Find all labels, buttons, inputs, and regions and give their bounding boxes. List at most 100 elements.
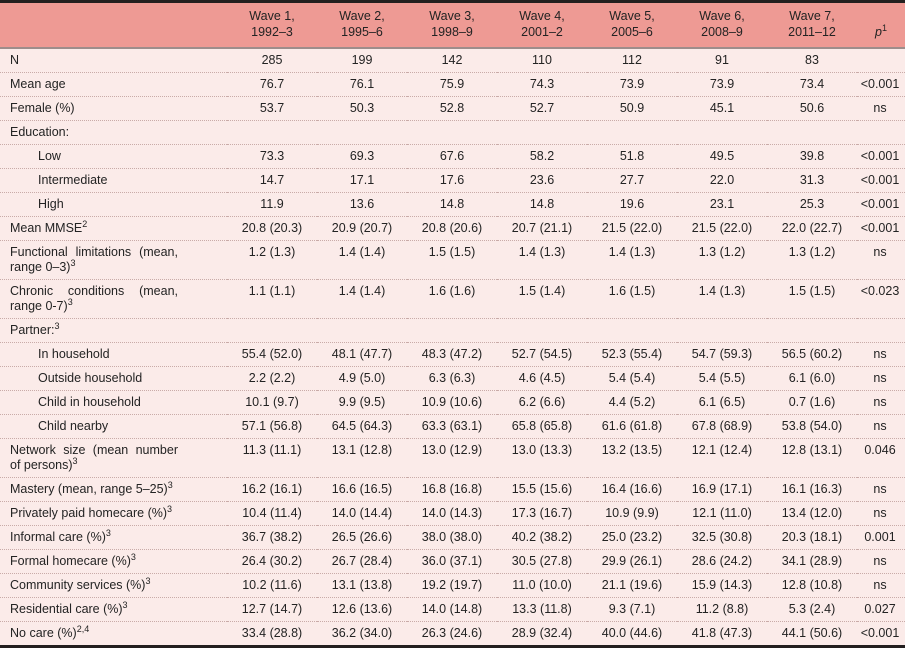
row-label: Mean age — [0, 72, 227, 97]
value-cell: 28.9 (32.4) — [497, 621, 587, 645]
p-value-cell — [857, 318, 905, 343]
value-cell — [767, 120, 857, 145]
table-row: Network size (mean number of persons)3 11… — [0, 438, 905, 478]
row-label: Network size (mean number of persons)3 — [0, 438, 227, 478]
table-row: Child in household 10.1 (9.7) 9.9 (9.5) 10.… — [0, 390, 905, 415]
value-cell: 38.0 (38.0) — [407, 525, 497, 550]
value-cell: 21.5 (22.0) — [677, 216, 767, 241]
value-cell: 63.3 (63.1) — [407, 414, 497, 439]
wave-6-column-header: Wave 6, 2008–9 — [677, 3, 767, 49]
value-cell: 13.6 — [317, 192, 407, 217]
value-cell: 20.9 (20.7) — [317, 216, 407, 241]
value-cell: 40.0 (44.6) — [587, 621, 677, 645]
value-cell: 10.4 (11.4) — [227, 501, 317, 526]
value-cell: 52.7 — [497, 96, 587, 121]
value-cell: 28.6 (24.2) — [677, 549, 767, 574]
value-cell: 6.3 (6.3) — [407, 366, 497, 391]
wave-label: Wave 4, — [519, 9, 565, 23]
value-cell: 50.3 — [317, 96, 407, 121]
value-cell: 15.5 (15.6) — [497, 477, 587, 502]
row-label: Child nearby — [0, 414, 227, 439]
value-cell: 74.3 — [497, 72, 587, 97]
row-label: Partner:3 — [0, 318, 227, 343]
value-cell: 10.1 (9.7) — [227, 390, 317, 415]
p-value-cell: <0.023 — [857, 279, 905, 319]
row-label: In household — [0, 342, 227, 367]
table-row: High 11.9 13.6 14.8 14.8 19.6 23.1 25.3 <0.001 — [0, 192, 905, 217]
row-label: Functional limitations (mean, range 0–3)… — [0, 240, 227, 280]
wave-years: 2001–2 — [521, 24, 563, 39]
section-row: Partner:3 — [0, 318, 905, 343]
value-cell: 40.2 (38.2) — [497, 525, 587, 550]
value-cell: 12.1 (12.4) — [677, 438, 767, 478]
table-row: Female (%) 53.7 50.3 52.8 52.7 50.9 45.1 50.6 ns — [0, 96, 905, 121]
value-cell: 9.9 (9.5) — [317, 390, 407, 415]
value-cell — [587, 318, 677, 343]
footnote-marker: 3 — [130, 551, 136, 562]
value-cell: 142 — [407, 48, 497, 73]
value-cell: 13.0 (12.9) — [407, 438, 497, 478]
value-cell: 1.6 (1.5) — [587, 279, 677, 319]
value-cell: 51.8 — [587, 144, 677, 169]
value-cell — [497, 120, 587, 145]
value-cell: 36.7 (38.2) — [227, 525, 317, 550]
wave-years: 1998–9 — [431, 24, 473, 39]
p-value-cell: ns — [857, 501, 905, 526]
value-cell: 14.8 — [407, 192, 497, 217]
table-row: Residential care (%)3 12.7 (14.7) 12.6 (13… — [0, 597, 905, 622]
footnote-marker: 3 — [167, 503, 173, 514]
value-cell: 26.3 (24.6) — [407, 621, 497, 645]
row-label: Chronic conditions (mean, range 0-7)3 — [0, 279, 227, 319]
p-value-cell: <0.001 — [857, 168, 905, 193]
value-cell: 54.7 (59.3) — [677, 342, 767, 367]
value-cell — [227, 120, 317, 145]
value-cell: 16.9 (17.1) — [677, 477, 767, 502]
study-sample-table-container: Wave 1, 1992–3 Wave 2, 1995–6 Wave 3, 19… — [0, 0, 905, 648]
table-row: No care (%)2,4 33.4 (28.8) 36.2 (34.0) 26.3… — [0, 621, 905, 645]
p-value-cell: <0.001 — [857, 621, 905, 645]
value-cell: 4.4 (5.2) — [587, 390, 677, 415]
p-value-cell: 0.046 — [857, 438, 905, 478]
value-cell: 31.3 — [767, 168, 857, 193]
value-cell: 21.1 (19.6) — [587, 573, 677, 598]
p-value-cell: ns — [857, 390, 905, 415]
p-value-cell: 0.001 — [857, 525, 905, 550]
value-cell: 20.8 (20.6) — [407, 216, 497, 241]
value-cell: 52.3 (55.4) — [587, 342, 677, 367]
value-cell: 1.4 (1.4) — [317, 240, 407, 280]
table-row: Formal homecare (%)3 26.4 (30.2) 26.7 (28.… — [0, 549, 905, 574]
wave-5-column-header: Wave 5, 2005–6 — [587, 3, 677, 49]
value-cell: 1.6 (1.6) — [407, 279, 497, 319]
value-cell: 1.5 (1.4) — [497, 279, 587, 319]
wave-label: Wave 3, — [429, 9, 475, 23]
value-cell: 16.6 (16.5) — [317, 477, 407, 502]
table-row: Chronic conditions (mean, range 0-7)3 1.1… — [0, 279, 905, 319]
header-label-spacer — [0, 3, 227, 49]
value-cell: 6.1 (6.5) — [677, 390, 767, 415]
value-cell: 20.7 (21.1) — [497, 216, 587, 241]
value-cell: 11.9 — [227, 192, 317, 217]
value-cell: 10.9 (10.6) — [407, 390, 497, 415]
value-cell: 17.3 (16.7) — [497, 501, 587, 526]
value-cell: 53.7 — [227, 96, 317, 121]
value-cell: 26.7 (28.4) — [317, 549, 407, 574]
value-cell: 33.4 (28.8) — [227, 621, 317, 645]
row-label: Outside household — [0, 366, 227, 391]
value-cell: 12.6 (13.6) — [317, 597, 407, 622]
value-cell: 12.8 (10.8) — [767, 573, 857, 598]
row-label: Residential care (%)3 — [0, 597, 227, 622]
value-cell: 16.1 (16.3) — [767, 477, 857, 502]
footnote-marker: 3 — [122, 599, 128, 610]
value-cell: 16.8 (16.8) — [407, 477, 497, 502]
value-cell: 13.2 (13.5) — [587, 438, 677, 478]
value-cell: 73.9 — [587, 72, 677, 97]
value-cell: 12.1 (11.0) — [677, 501, 767, 526]
value-cell: 21.5 (22.0) — [587, 216, 677, 241]
value-cell: 14.7 — [227, 168, 317, 193]
value-cell: 20.8 (20.3) — [227, 216, 317, 241]
value-cell: 50.6 — [767, 96, 857, 121]
value-cell: 91 — [677, 48, 767, 73]
value-cell: 6.1 (6.0) — [767, 366, 857, 391]
p-value-cell: ns — [857, 240, 905, 280]
value-cell: 1.4 (1.4) — [317, 279, 407, 319]
